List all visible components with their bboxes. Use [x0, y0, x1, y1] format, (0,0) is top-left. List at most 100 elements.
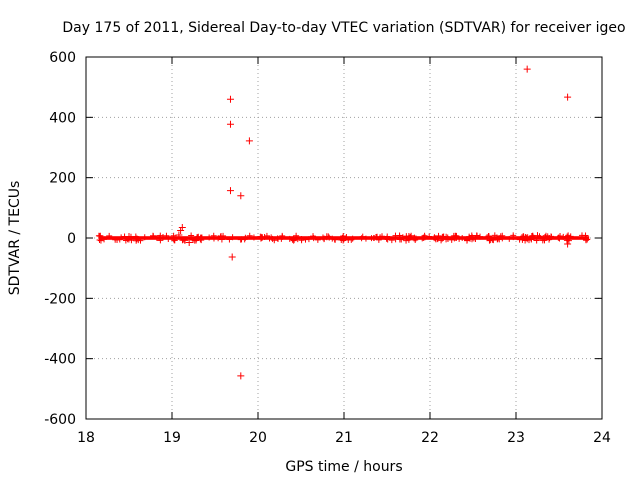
- data-point-band: [298, 237, 305, 244]
- x-tick-label: 24: [593, 430, 611, 446]
- data-point-band: [510, 234, 517, 241]
- data-point-band: [368, 235, 375, 242]
- data-point-band: [578, 232, 585, 239]
- data-point-band: [220, 232, 227, 239]
- data-point-band: [293, 232, 300, 239]
- data-point-band: [291, 237, 298, 244]
- data-point-band: [141, 234, 148, 241]
- data-point-band: [384, 233, 391, 240]
- data-point-band: [345, 237, 352, 244]
- data-point-band: [305, 236, 312, 243]
- data-point: [228, 253, 236, 261]
- data-point-band: [206, 234, 213, 241]
- data-point-band: [106, 232, 113, 239]
- data-point-band: [310, 235, 317, 242]
- x-tick-label: 19: [163, 430, 181, 446]
- data-point-band: [486, 237, 493, 244]
- data-point-band: [459, 235, 466, 242]
- data-point-band: [582, 236, 589, 243]
- data-point-band: [485, 233, 492, 240]
- data-point-band: [302, 236, 309, 243]
- data-point-band: [101, 236, 108, 243]
- y-tick-label: 400: [49, 110, 76, 126]
- data-point-band: [269, 235, 276, 242]
- data-point-band: [506, 235, 513, 242]
- x-axis-title: GPS time / hours: [285, 459, 402, 475]
- data-point-band: [96, 233, 103, 240]
- data-point: [392, 235, 400, 243]
- data-point-band: [340, 233, 347, 240]
- data-point-band: [329, 235, 336, 242]
- data-point-band: [407, 233, 414, 240]
- data-point-band: [133, 236, 140, 243]
- data-point-band: [539, 237, 546, 244]
- data-point-band: [250, 234, 257, 241]
- data-point: [323, 233, 331, 241]
- x-tick-label: 18: [77, 430, 95, 446]
- data-point-band: [171, 237, 178, 244]
- data-point-band: [286, 235, 293, 242]
- chart-title: Day 175 of 2011, Sidereal Day-to-day VTE…: [62, 20, 625, 36]
- data-point: [178, 223, 186, 231]
- data-point-band: [180, 236, 187, 243]
- data-point-band: [163, 232, 170, 239]
- data-point-band: [494, 235, 501, 242]
- data-point-band: [157, 237, 164, 244]
- data-point-band: [259, 234, 266, 241]
- data-point-band: [434, 236, 441, 243]
- data-point-band: [464, 237, 471, 244]
- data-point-band: [546, 234, 553, 241]
- data-point-band: [533, 237, 540, 244]
- data-point: [237, 192, 245, 200]
- data-point-band: [241, 236, 248, 243]
- data-point: [534, 232, 541, 240]
- data-point-band: [218, 236, 225, 243]
- x-tick-label: 22: [421, 430, 439, 446]
- data-point-band: [314, 236, 321, 243]
- data-point-band: [159, 233, 166, 240]
- x-tick-label: 21: [335, 430, 353, 446]
- data-point-band: [468, 232, 475, 239]
- data-point-band: [377, 234, 384, 241]
- data-point-band: [191, 237, 198, 244]
- data-point-band: [472, 235, 479, 242]
- data-point-band: [279, 232, 286, 239]
- data-point-band: [137, 237, 144, 244]
- data-point-band: [388, 237, 395, 244]
- data-point: [226, 95, 234, 103]
- data-point-band: [128, 237, 135, 244]
- y-tick-label: -400: [44, 352, 76, 368]
- data-point-band: [444, 235, 451, 242]
- data-point-band: [198, 237, 205, 244]
- y-tick-label: -200: [44, 291, 76, 307]
- data-point-band: [477, 233, 484, 240]
- data-point-band: [411, 235, 418, 242]
- data-point-band: [165, 235, 172, 242]
- data-point-band: [122, 237, 129, 244]
- data-point-band: [149, 232, 156, 239]
- data-point-band: [396, 234, 403, 241]
- data-point-band: [419, 235, 426, 242]
- data-point-band: [403, 233, 410, 240]
- data-point-band: [349, 235, 356, 242]
- data-point-band: [188, 232, 195, 239]
- data-point-band: [362, 235, 369, 242]
- data-point: [185, 239, 193, 247]
- data-point-band: [340, 236, 347, 243]
- y-tick-label: 0: [67, 231, 76, 247]
- data-point-band: [338, 237, 345, 244]
- data-point-band: [359, 233, 366, 240]
- data-point-band: [440, 233, 447, 240]
- data-point-band: [466, 233, 473, 240]
- data-point-band: [524, 234, 531, 241]
- data-point-band: [170, 232, 177, 239]
- data-point-band: [274, 235, 281, 242]
- data-point-band: [489, 236, 496, 243]
- data-point-band: [421, 234, 428, 241]
- y-tick-label: 600: [49, 50, 76, 66]
- data-point: [245, 137, 253, 145]
- data-point-band: [448, 236, 455, 243]
- data-point-band: [375, 236, 382, 243]
- data-point-band: [560, 233, 567, 240]
- data-point: [523, 65, 531, 73]
